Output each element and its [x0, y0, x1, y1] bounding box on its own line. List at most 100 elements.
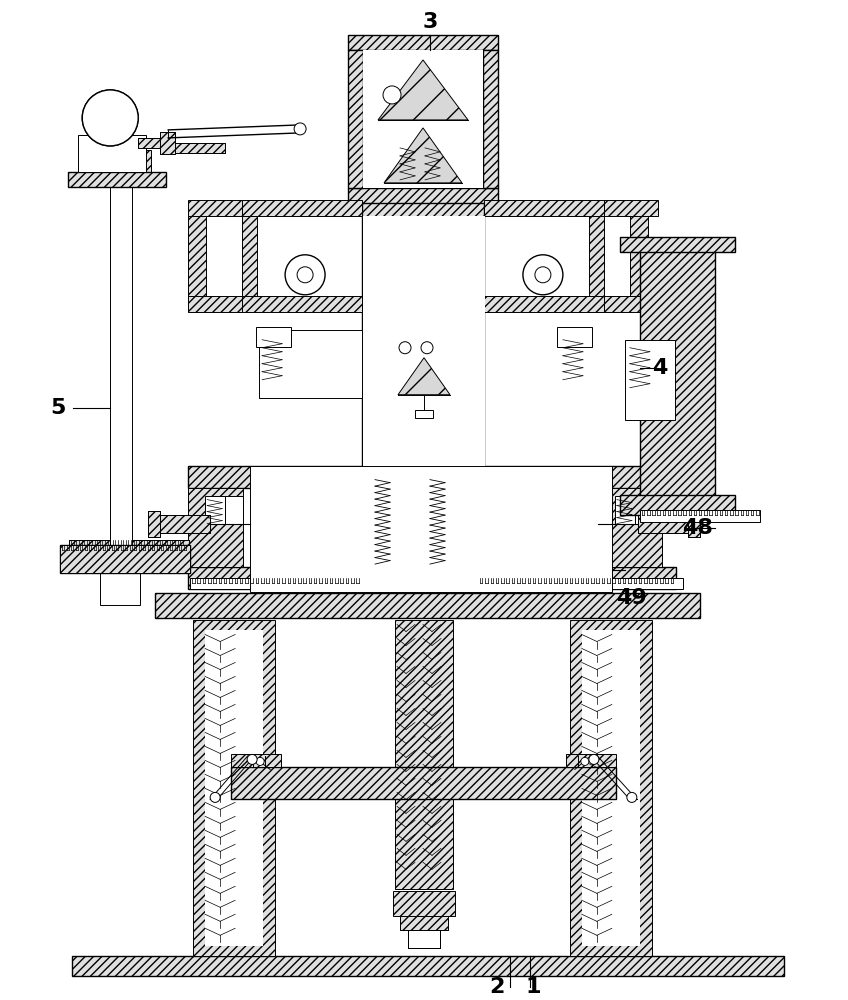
Bar: [395, 620, 453, 889]
Bar: [69, 555, 166, 570]
Bar: [557, 327, 592, 347]
Bar: [566, 754, 616, 767]
Bar: [400, 916, 448, 930]
Circle shape: [421, 342, 433, 354]
Circle shape: [523, 255, 563, 295]
Bar: [83, 150, 151, 172]
Bar: [188, 216, 206, 296]
Bar: [176, 143, 226, 153]
Polygon shape: [384, 128, 462, 183]
Bar: [604, 200, 658, 216]
Bar: [484, 296, 604, 312]
Bar: [188, 567, 676, 589]
Bar: [604, 296, 658, 312]
Polygon shape: [378, 60, 468, 120]
Bar: [155, 515, 210, 533]
Circle shape: [285, 255, 325, 295]
Circle shape: [383, 86, 401, 104]
Bar: [393, 891, 455, 916]
Bar: [620, 237, 734, 252]
Circle shape: [210, 792, 220, 802]
Bar: [193, 620, 275, 956]
Bar: [72, 956, 784, 976]
Bar: [160, 132, 176, 154]
Bar: [630, 216, 648, 296]
Bar: [400, 916, 448, 930]
Bar: [155, 593, 700, 618]
Bar: [415, 410, 433, 418]
Polygon shape: [398, 358, 450, 395]
Bar: [138, 138, 160, 148]
Bar: [256, 327, 291, 347]
Circle shape: [82, 90, 138, 146]
Bar: [226, 496, 243, 524]
Bar: [363, 216, 485, 482]
Bar: [478, 578, 683, 589]
Bar: [148, 511, 160, 537]
Bar: [348, 35, 498, 50]
Bar: [110, 170, 132, 550]
Bar: [638, 515, 693, 533]
Bar: [243, 216, 257, 296]
Bar: [70, 540, 189, 565]
Bar: [582, 630, 640, 946]
Bar: [69, 172, 166, 187]
Text: 3: 3: [422, 12, 438, 32]
Bar: [348, 188, 498, 203]
Bar: [188, 466, 676, 488]
Text: 2: 2: [489, 977, 505, 997]
Bar: [688, 511, 700, 537]
Bar: [100, 565, 140, 605]
Bar: [408, 930, 440, 948]
Bar: [160, 132, 176, 154]
Circle shape: [627, 792, 637, 802]
Text: 1: 1: [525, 977, 541, 997]
Bar: [243, 200, 362, 216]
Bar: [176, 143, 226, 153]
Bar: [60, 545, 190, 573]
Bar: [348, 50, 363, 188]
Bar: [625, 340, 675, 420]
Bar: [70, 540, 189, 565]
Bar: [483, 50, 498, 188]
Bar: [259, 330, 362, 398]
Bar: [232, 754, 281, 767]
Bar: [155, 515, 210, 533]
Bar: [635, 496, 653, 524]
Bar: [589, 216, 604, 296]
Bar: [243, 296, 362, 312]
Bar: [640, 250, 715, 498]
Circle shape: [247, 754, 257, 764]
Bar: [188, 296, 243, 312]
Bar: [688, 511, 700, 537]
Circle shape: [297, 267, 313, 283]
Bar: [615, 496, 635, 524]
Bar: [138, 138, 160, 148]
Bar: [638, 515, 693, 533]
Bar: [60, 545, 190, 573]
Bar: [362, 200, 484, 590]
Bar: [250, 466, 612, 592]
Bar: [363, 50, 483, 188]
Bar: [188, 488, 243, 567]
Bar: [484, 200, 604, 216]
Bar: [78, 135, 146, 172]
Circle shape: [294, 123, 306, 135]
Bar: [69, 555, 166, 570]
Circle shape: [82, 90, 138, 146]
Circle shape: [535, 267, 551, 283]
Circle shape: [256, 757, 264, 765]
Bar: [205, 630, 263, 946]
Bar: [570, 620, 652, 956]
Text: 49: 49: [616, 588, 647, 608]
Bar: [607, 488, 661, 567]
Bar: [620, 495, 734, 515]
Text: 4: 4: [652, 358, 667, 378]
Bar: [148, 511, 160, 537]
Text: 5: 5: [51, 398, 66, 418]
Circle shape: [581, 757, 589, 765]
Bar: [232, 767, 616, 799]
Circle shape: [589, 754, 599, 764]
Bar: [640, 510, 760, 522]
Circle shape: [399, 342, 411, 354]
